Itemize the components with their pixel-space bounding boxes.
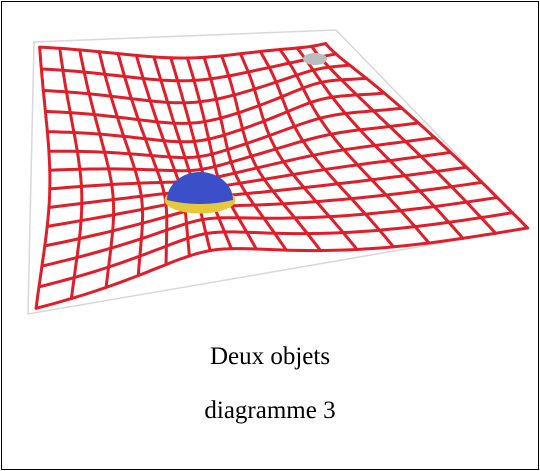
large-object-sphere [167,172,233,204]
spacetime-grid-figure [27,29,530,315]
grid-line-depth [278,48,431,245]
grid-line-width [37,211,514,289]
caption-subtitle: diagramme 3 [204,397,336,424]
grid-line-depth [238,52,359,251]
grid-line-width [38,42,328,60]
caption-title: Deux objets [209,343,331,370]
grid-line-depth [97,50,145,278]
grid-line-depth [324,42,530,230]
small-object-sphere [303,53,327,65]
grid-line-width [43,76,368,125]
grid-line-depth [185,56,258,251]
small-object [303,53,327,65]
grid-line-depth [78,48,116,289]
grid-line-width [40,196,499,268]
grid-line-depth [34,45,52,310]
grid-line-depth [152,55,212,253]
grid-line-depth [58,46,84,301]
grid-line-depth [310,44,498,235]
grid-line-width [41,63,352,105]
grid-line-depth [220,54,322,252]
warped-grid [34,42,530,310]
grid-line-width [45,91,386,144]
grid-line-depth [295,46,465,240]
large-object [164,172,236,214]
grid-line-depth [116,52,169,267]
grid-line-depth [134,53,191,258]
grid-line-width [47,106,404,160]
grid-line-depth [202,55,288,252]
grid-line-depth [258,50,395,249]
grid-line-width [34,226,530,310]
grid-line-width [39,52,338,83]
grid-line-width [48,121,420,173]
